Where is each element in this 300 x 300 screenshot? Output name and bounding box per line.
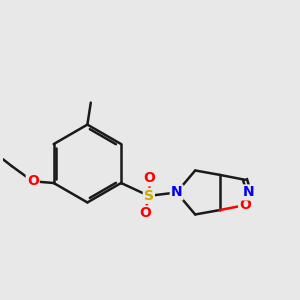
Text: O: O	[143, 171, 155, 185]
Text: O: O	[239, 198, 251, 212]
Text: N: N	[243, 185, 255, 200]
Text: O: O	[27, 174, 39, 188]
Text: S: S	[144, 189, 154, 203]
Text: O: O	[139, 206, 151, 220]
Text: N: N	[171, 185, 182, 200]
